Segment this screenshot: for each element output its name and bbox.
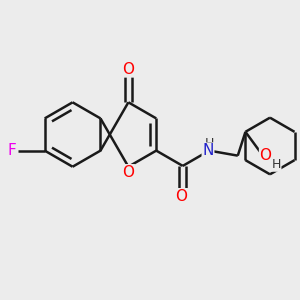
Text: O: O (176, 189, 188, 204)
Text: N: N (202, 143, 214, 158)
Text: H: H (205, 137, 214, 150)
Text: H: H (272, 158, 281, 171)
Text: O: O (260, 148, 272, 164)
Text: F: F (8, 143, 16, 158)
Text: O: O (122, 165, 134, 180)
Text: O: O (122, 62, 134, 77)
